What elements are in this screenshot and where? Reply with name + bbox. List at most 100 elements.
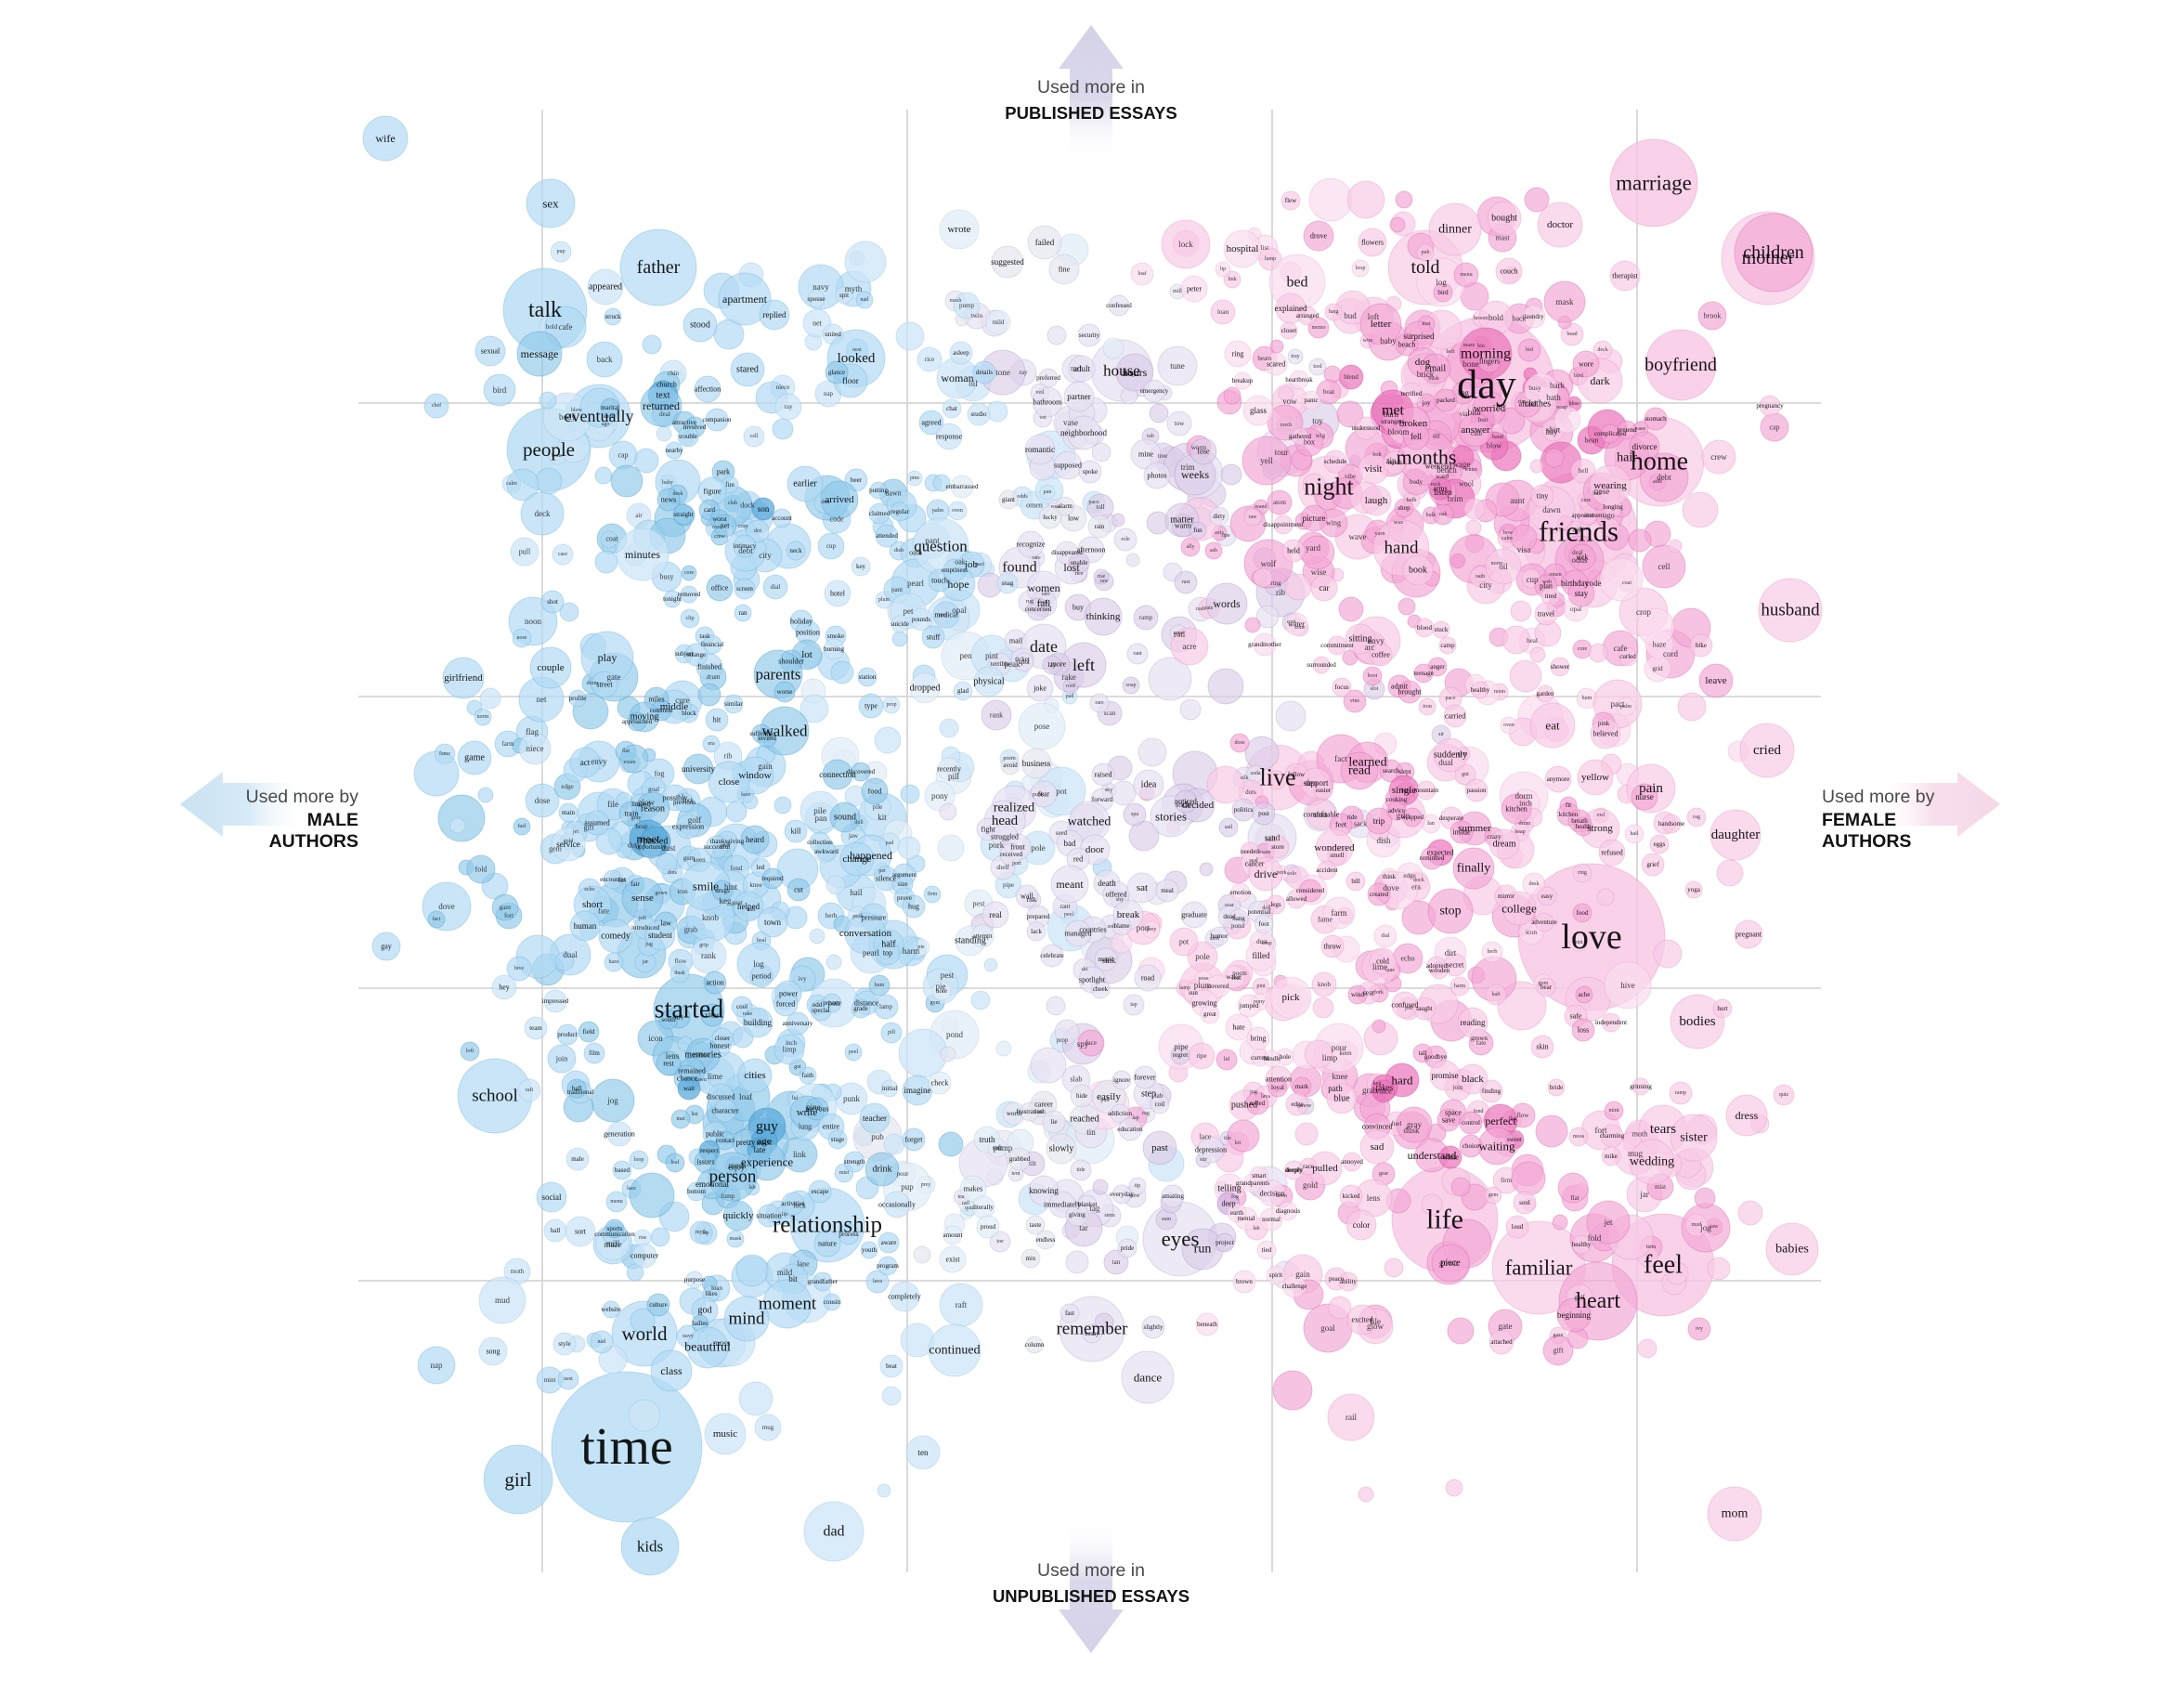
svg-text:led: led bbox=[757, 864, 765, 871]
svg-text:link: link bbox=[793, 1150, 807, 1159]
svg-text:act: act bbox=[580, 758, 591, 767]
svg-text:hours: hours bbox=[1123, 366, 1148, 379]
svg-text:close: close bbox=[719, 776, 740, 788]
svg-text:heal: heal bbox=[757, 938, 766, 944]
svg-text:buy: buy bbox=[1072, 604, 1084, 612]
svg-text:lens: lens bbox=[1367, 1193, 1381, 1203]
svg-text:band: band bbox=[1492, 435, 1503, 440]
svg-text:building: building bbox=[744, 1018, 773, 1027]
svg-text:tab: tab bbox=[1155, 1092, 1164, 1100]
svg-text:university: university bbox=[682, 764, 715, 774]
svg-text:concerned: concerned bbox=[1025, 606, 1052, 613]
svg-text:wand: wand bbox=[1255, 504, 1268, 510]
svg-text:tall: tall bbox=[1419, 1049, 1427, 1057]
svg-text:relationship: relationship bbox=[773, 1213, 882, 1238]
svg-text:garden: garden bbox=[1536, 690, 1554, 697]
svg-text:fact: fact bbox=[1334, 754, 1347, 763]
svg-text:pose: pose bbox=[1034, 722, 1050, 731]
svg-text:legs: legs bbox=[1270, 901, 1281, 908]
svg-text:bliss: bliss bbox=[1568, 401, 1580, 407]
svg-text:involved: involved bbox=[683, 424, 707, 431]
svg-text:pine: pine bbox=[910, 476, 920, 481]
svg-text:gut: gut bbox=[1462, 772, 1469, 777]
svg-text:memo: memo bbox=[1312, 325, 1326, 331]
svg-text:ladies: ladies bbox=[693, 1320, 708, 1327]
svg-text:yarn: yarn bbox=[1375, 531, 1385, 537]
svg-text:white: white bbox=[1442, 1153, 1459, 1162]
svg-text:finished: finished bbox=[697, 663, 722, 671]
svg-text:embarrassed: embarrassed bbox=[946, 483, 979, 490]
svg-text:couple: couple bbox=[537, 662, 564, 673]
svg-text:myth: myth bbox=[696, 1230, 707, 1235]
svg-text:hard: hard bbox=[1391, 1074, 1413, 1088]
svg-text:city: city bbox=[1479, 580, 1492, 590]
svg-text:forever: forever bbox=[1134, 1074, 1155, 1082]
svg-text:gym: gym bbox=[930, 1000, 941, 1006]
svg-text:lime: lime bbox=[708, 1072, 722, 1081]
svg-text:play: play bbox=[598, 651, 618, 664]
svg-text:appointment: appointment bbox=[1572, 512, 1605, 519]
svg-text:surprised: surprised bbox=[1404, 332, 1435, 341]
svg-text:fun: fun bbox=[1193, 527, 1202, 534]
svg-text:gaze: gaze bbox=[500, 904, 512, 911]
svg-text:bead: bead bbox=[1566, 332, 1577, 337]
svg-text:healthy: healthy bbox=[1572, 1241, 1592, 1248]
svg-text:car: car bbox=[1320, 583, 1330, 593]
svg-text:note: note bbox=[936, 987, 947, 995]
svg-text:deck: deck bbox=[535, 509, 551, 518]
svg-text:loop: loop bbox=[634, 1157, 644, 1163]
svg-text:tide: tide bbox=[1077, 1167, 1086, 1173]
svg-text:soap: soap bbox=[1126, 683, 1137, 688]
svg-text:spoke: spoke bbox=[1083, 468, 1098, 476]
svg-text:celebrate: celebrate bbox=[1040, 952, 1063, 959]
svg-text:bad: bad bbox=[1064, 839, 1076, 848]
svg-text:answer: answer bbox=[1461, 424, 1489, 436]
svg-text:endless: endless bbox=[1036, 1236, 1056, 1244]
svg-text:dual: dual bbox=[563, 950, 578, 959]
svg-text:edge: edge bbox=[1403, 872, 1415, 880]
svg-text:world: world bbox=[622, 1323, 668, 1345]
svg-text:plan: plan bbox=[1540, 582, 1553, 591]
svg-text:affection: affection bbox=[695, 385, 721, 394]
svg-text:herb: herb bbox=[1488, 949, 1498, 955]
svg-text:lie: lie bbox=[1051, 1118, 1058, 1126]
svg-text:slept: slept bbox=[1398, 768, 1410, 775]
svg-text:fast: fast bbox=[1065, 1310, 1074, 1317]
svg-text:pond: pond bbox=[1231, 922, 1245, 930]
svg-text:sick: sick bbox=[1577, 554, 1589, 562]
svg-text:music: music bbox=[713, 1428, 737, 1440]
svg-text:rolled: rolled bbox=[1250, 1100, 1266, 1107]
svg-text:pulled: pulled bbox=[1312, 1163, 1338, 1174]
svg-text:fingers: fingers bbox=[1479, 358, 1500, 366]
svg-text:comedy: comedy bbox=[601, 932, 630, 942]
svg-text:arms: arms bbox=[1433, 485, 1448, 493]
svg-text:lace: lace bbox=[1200, 1133, 1212, 1141]
svg-text:bathroom: bathroom bbox=[1034, 398, 1062, 407]
svg-text:details: details bbox=[976, 369, 994, 376]
svg-text:loud: loud bbox=[1512, 1223, 1524, 1231]
svg-text:belt: belt bbox=[1447, 349, 1455, 355]
svg-text:fire: fire bbox=[725, 481, 734, 489]
svg-text:spouse: spouse bbox=[807, 295, 825, 303]
svg-text:gray: gray bbox=[1407, 1120, 1422, 1129]
svg-text:back: back bbox=[597, 355, 613, 364]
svg-text:coffee: coffee bbox=[1372, 651, 1390, 659]
svg-text:beach: beach bbox=[1398, 341, 1416, 349]
svg-text:encounter: encounter bbox=[600, 876, 626, 883]
svg-text:beautiful: beautiful bbox=[684, 1341, 731, 1355]
svg-text:stuck: stuck bbox=[1435, 626, 1449, 633]
svg-text:change: change bbox=[842, 854, 871, 865]
svg-text:list: list bbox=[1261, 244, 1269, 252]
svg-text:computer: computer bbox=[630, 1252, 659, 1260]
svg-text:dots: dots bbox=[1245, 788, 1256, 796]
svg-text:drum: drum bbox=[707, 673, 721, 681]
svg-text:terrified: terrified bbox=[1401, 390, 1423, 397]
svg-text:prepared: prepared bbox=[1027, 913, 1050, 920]
svg-text:edge: edge bbox=[561, 783, 573, 790]
svg-text:red: red bbox=[1073, 855, 1083, 864]
svg-text:shower: shower bbox=[1551, 663, 1570, 671]
svg-text:break: break bbox=[1117, 909, 1140, 920]
svg-text:tiny: tiny bbox=[1537, 492, 1548, 501]
svg-text:found: found bbox=[1002, 560, 1036, 576]
svg-text:coat: coat bbox=[605, 535, 618, 543]
